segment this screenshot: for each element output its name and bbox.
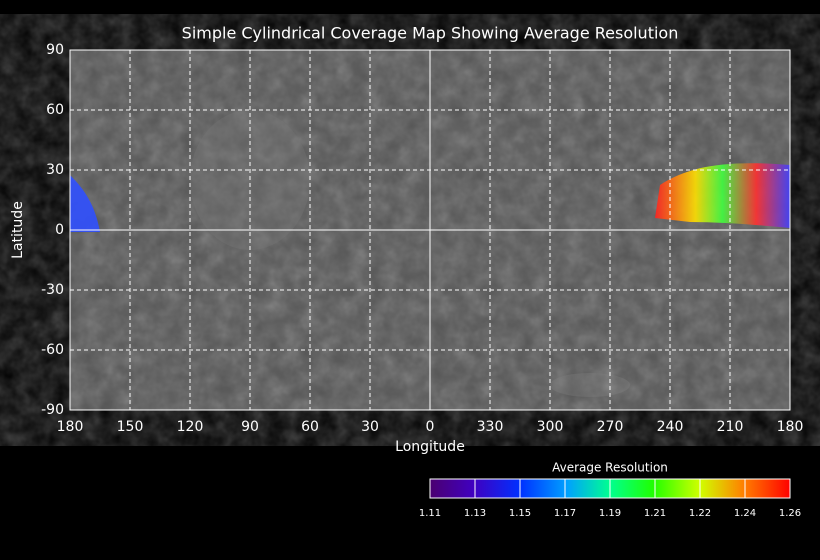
colorbar-tick-label: 1.24 <box>734 508 756 519</box>
y-tick-label: 30 <box>46 162 64 178</box>
y-tick-label: 60 <box>46 102 64 118</box>
map-title: Simple Cylindrical Coverage Map Showing … <box>182 24 679 43</box>
x-tick-label: 180 <box>777 419 804 435</box>
x-tick-label: 90 <box>241 419 259 435</box>
colorbar-tick-label: 1.26 <box>779 508 801 519</box>
colorbar-tick-label: 1.22 <box>689 508 711 519</box>
x-tick-label: 210 <box>717 419 744 435</box>
y-tick-label: -60 <box>41 342 64 358</box>
y-tick-label: 90 <box>46 42 64 58</box>
colorbar-tick-label: 1.11 <box>419 508 441 519</box>
colorbar-title: Average Resolution <box>552 461 668 475</box>
x-tick-label: 0 <box>426 419 435 435</box>
x-tick-label: 330 <box>477 419 504 435</box>
colorbar-tick-label: 1.17 <box>554 508 576 519</box>
y-tick-label: -30 <box>41 282 64 298</box>
x-tick-label: 150 <box>117 419 144 435</box>
x-tick-label: 240 <box>657 419 684 435</box>
x-tick-label: 60 <box>301 419 319 435</box>
x-tick-label: 300 <box>537 419 564 435</box>
colorbar-tick-label: 1.13 <box>464 508 486 519</box>
y-tick-label: -90 <box>41 402 64 418</box>
colorbar-tick-label: 1.21 <box>644 508 666 519</box>
colorbar-tick-label: 1.19 <box>599 508 621 519</box>
coverage <box>70 163 790 232</box>
colorbar-tick-label: 1.15 <box>509 508 531 519</box>
x-tick-label: 180 <box>57 419 84 435</box>
x-axis-label: Longitude <box>395 439 465 455</box>
y-axis-label: Latitude <box>10 201 26 259</box>
x-tick-label: 270 <box>597 419 624 435</box>
x-tick-label: 30 <box>361 419 379 435</box>
y-tick-label: 0 <box>55 222 64 238</box>
x-tick-label: 120 <box>177 419 204 435</box>
